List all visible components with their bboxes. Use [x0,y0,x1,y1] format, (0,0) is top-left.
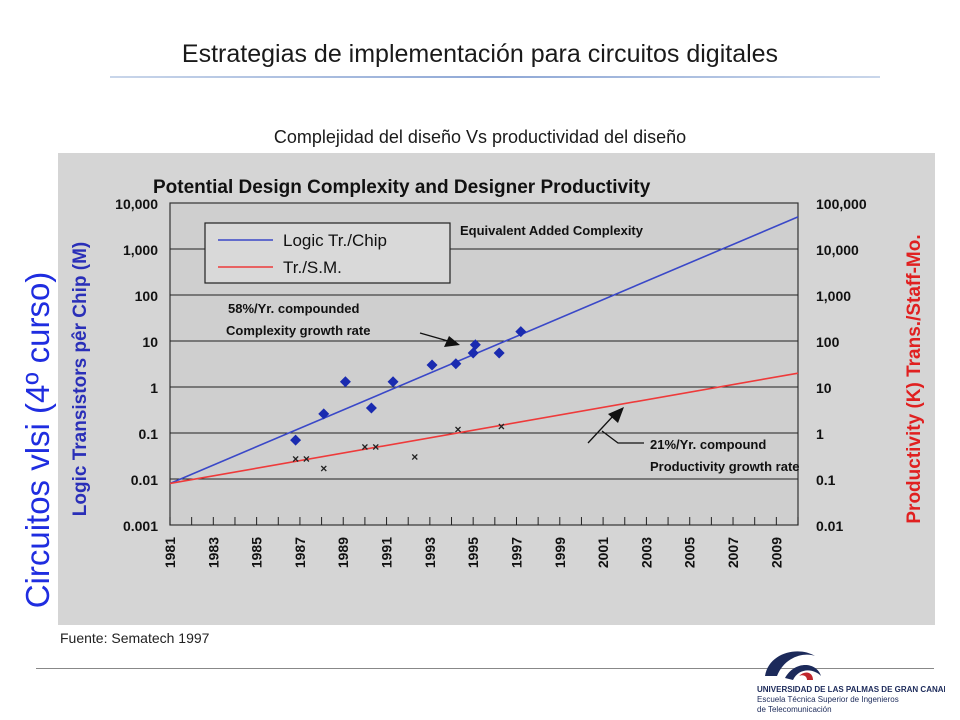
x-tick-label: 1999 [552,537,568,568]
y-right-tick-label: 1 [816,426,824,442]
y-right-axis-label: Productivity (K) Trans./Staff-Mo. [904,234,925,523]
logo-line-3: de Telecomunicación [757,705,832,714]
y-left-tick-label: 0.1 [139,426,159,442]
logic-data-point [290,434,302,446]
y-left-tick-label: 0.01 [131,472,158,488]
slide-subtitle: Complejidad del diseño Vs productividad … [273,127,687,147]
x-tick-label: 2009 [768,537,784,568]
logic-data-point [515,326,527,338]
x-tick-label: 1997 [508,537,524,568]
y-left-tick-label: 0.001 [123,518,158,534]
x-tick-label: 1987 [292,537,308,568]
x-tick-label: 2003 [638,537,654,568]
legend-label: Tr./S.M. [283,258,342,277]
productivity-data-point: × [498,419,505,433]
footer-divider [36,668,934,669]
course-side-label: Circuitos vlsi (4º curso) [19,271,56,609]
annotation-complexity-rate-1: 58%/Yr. compounded [228,301,360,316]
x-tick-label: 2005 [682,537,698,568]
x-tick-label: 1985 [249,537,265,568]
source-caption: Fuente: Sematech 1997 [60,630,210,646]
slide-title: Estrategias de implementación para circu… [181,40,779,68]
y-left-tick-label: 10 [142,334,158,350]
x-tick-label: 1989 [335,537,351,568]
x-tick-label: 2007 [725,537,741,568]
y-right-tick-label: 10 [816,380,832,396]
university-logo: UNIVERSIDAD DE LAS PALMAS DE GRAN CANARI… [757,651,945,714]
x-tick-label: 1981 [162,537,178,568]
y-right-tick-label: 100 [816,334,840,350]
logic-trend-line [169,216,799,485]
productivity-data-point: × [455,422,462,436]
annotation-arrow-line [419,332,449,342]
logic-data-point [467,347,479,359]
title-divider [110,76,880,78]
chart-title: Potential Design Complexity and Designer… [153,177,651,198]
logic-data-point [469,339,481,351]
annotation-equivalent-complexity: Equivalent Added Complexity [460,223,644,238]
productivity-data-point: × [292,452,299,466]
annotation-productivity-rate-1: 21%/Yr. compound [650,437,766,452]
productivity-data-point: × [303,452,310,466]
logic-data-point [450,358,462,370]
logic-data-point [339,376,351,388]
y-left-tick-label: 1,000 [123,242,158,258]
logo-line-1: UNIVERSIDAD DE LAS PALMAS DE GRAN CANARI… [757,685,945,694]
logic-data-point [387,376,399,388]
productivity-trend-line [169,372,799,485]
logic-data-point [493,347,505,359]
annotation-arrow-line [587,414,615,444]
y-left-tick-label: 10,000 [115,196,158,212]
annotation-productivity-rate-2: Productivity growth rate [650,459,800,474]
y-left-tick-label: 100 [135,288,159,304]
x-tick-label: 2001 [595,537,611,568]
x-tick-label: 1995 [465,537,481,568]
logic-data-point [365,402,377,414]
productivity-data-point: × [372,440,379,454]
legend-label: Logic Tr./Chip [283,231,387,250]
y-right-tick-label: 1,000 [816,288,851,304]
annotation-complexity-rate-2: Complexity growth rate [226,323,370,338]
chart-panel: Potential Design Complexity and Designer… [58,153,935,625]
logo-line-2: Escuela Técnica Superior de Ingenieros [757,695,899,704]
y-right-tick-label: 100,000 [816,196,867,212]
logic-data-point [426,359,438,371]
productivity-data-point: × [361,440,368,454]
productivity-data-point: × [320,461,327,475]
productivity-data-point: × [411,450,418,464]
x-tick-label: 1991 [379,537,395,568]
annotation-arrow-line [601,430,644,444]
annotation-arrowhead [608,407,624,423]
x-tick-label: 1983 [205,537,221,568]
complexity-productivity-chart: Potential Design Complexity and Designer… [58,153,935,625]
logic-data-point [318,408,330,420]
y-right-tick-label: 10,000 [816,242,859,258]
annotation-arrowhead [444,336,460,347]
y-right-tick-label: 0.01 [816,518,843,534]
legend-box [204,222,451,284]
y-right-tick-label: 0.1 [816,472,836,488]
x-tick-label: 1993 [422,537,438,568]
y-left-tick-label: 1 [150,380,158,396]
y-left-axis-label: Logic Transistors pêr Chip (M) [70,242,91,516]
